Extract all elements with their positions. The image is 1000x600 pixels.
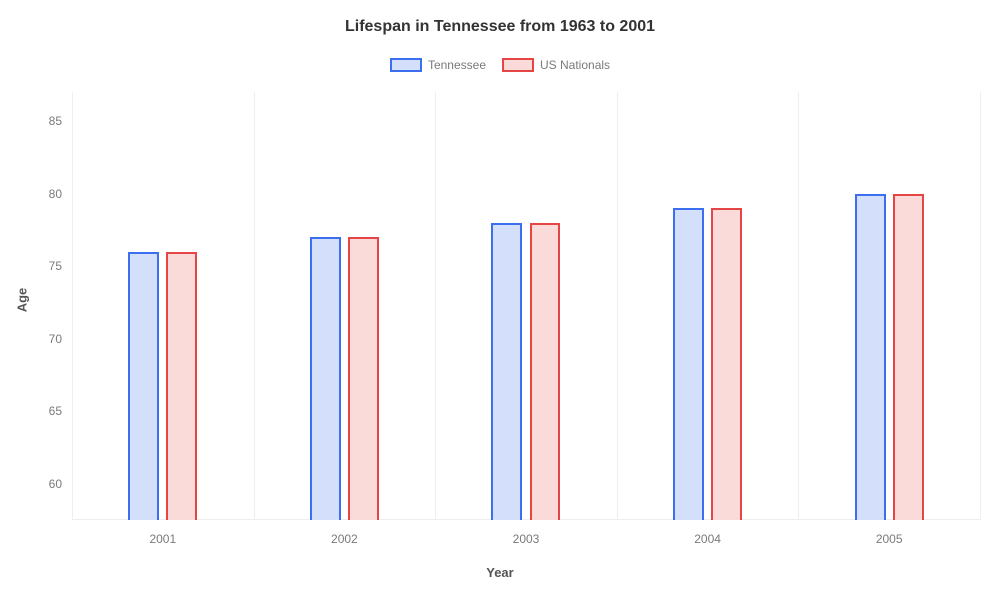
bar-tennessee — [310, 237, 341, 520]
bar-us-nationals — [711, 208, 742, 520]
y-axis-label: Age — [15, 288, 30, 313]
gridline-vertical — [435, 92, 436, 520]
legend-swatch-tennessee — [390, 58, 422, 72]
gridline-vertical — [980, 92, 981, 520]
x-tick-label: 2003 — [513, 532, 540, 546]
bar-us-nationals — [893, 194, 924, 520]
legend: Tennessee US Nationals — [0, 58, 1000, 72]
legend-item-tennessee: Tennessee — [390, 58, 486, 72]
chart-container: Lifespan in Tennessee from 1963 to 2001 … — [0, 0, 1000, 600]
x-tick-label: 2004 — [694, 532, 721, 546]
plot-baseline — [72, 519, 980, 520]
bar-tennessee — [855, 194, 886, 520]
x-tick-label: 2001 — [149, 532, 176, 546]
y-tick-label: 65 — [49, 404, 62, 418]
y-tick-label: 75 — [49, 259, 62, 273]
plot-area: 60657075808520012002200320042005 — [72, 92, 980, 520]
gridline-vertical — [798, 92, 799, 520]
legend-label-us-nationals: US Nationals — [540, 58, 610, 72]
legend-label-tennessee: Tennessee — [428, 58, 486, 72]
legend-item-us-nationals: US Nationals — [502, 58, 610, 72]
gridline-vertical — [72, 92, 73, 520]
y-tick-label: 80 — [49, 187, 62, 201]
x-axis-label: Year — [0, 565, 1000, 580]
y-tick-label: 70 — [49, 332, 62, 346]
chart-title: Lifespan in Tennessee from 1963 to 2001 — [0, 18, 1000, 36]
bar-us-nationals — [348, 237, 379, 520]
legend-swatch-us-nationals — [502, 58, 534, 72]
bar-us-nationals — [166, 252, 197, 520]
x-tick-label: 2002 — [331, 532, 358, 546]
x-tick-label: 2005 — [876, 532, 903, 546]
bar-tennessee — [491, 223, 522, 520]
bar-tennessee — [673, 208, 704, 520]
y-tick-label: 85 — [49, 114, 62, 128]
gridline-vertical — [254, 92, 255, 520]
gridline-vertical — [617, 92, 618, 520]
bar-tennessee — [128, 252, 159, 520]
y-tick-label: 60 — [49, 477, 62, 491]
bar-us-nationals — [530, 223, 561, 520]
